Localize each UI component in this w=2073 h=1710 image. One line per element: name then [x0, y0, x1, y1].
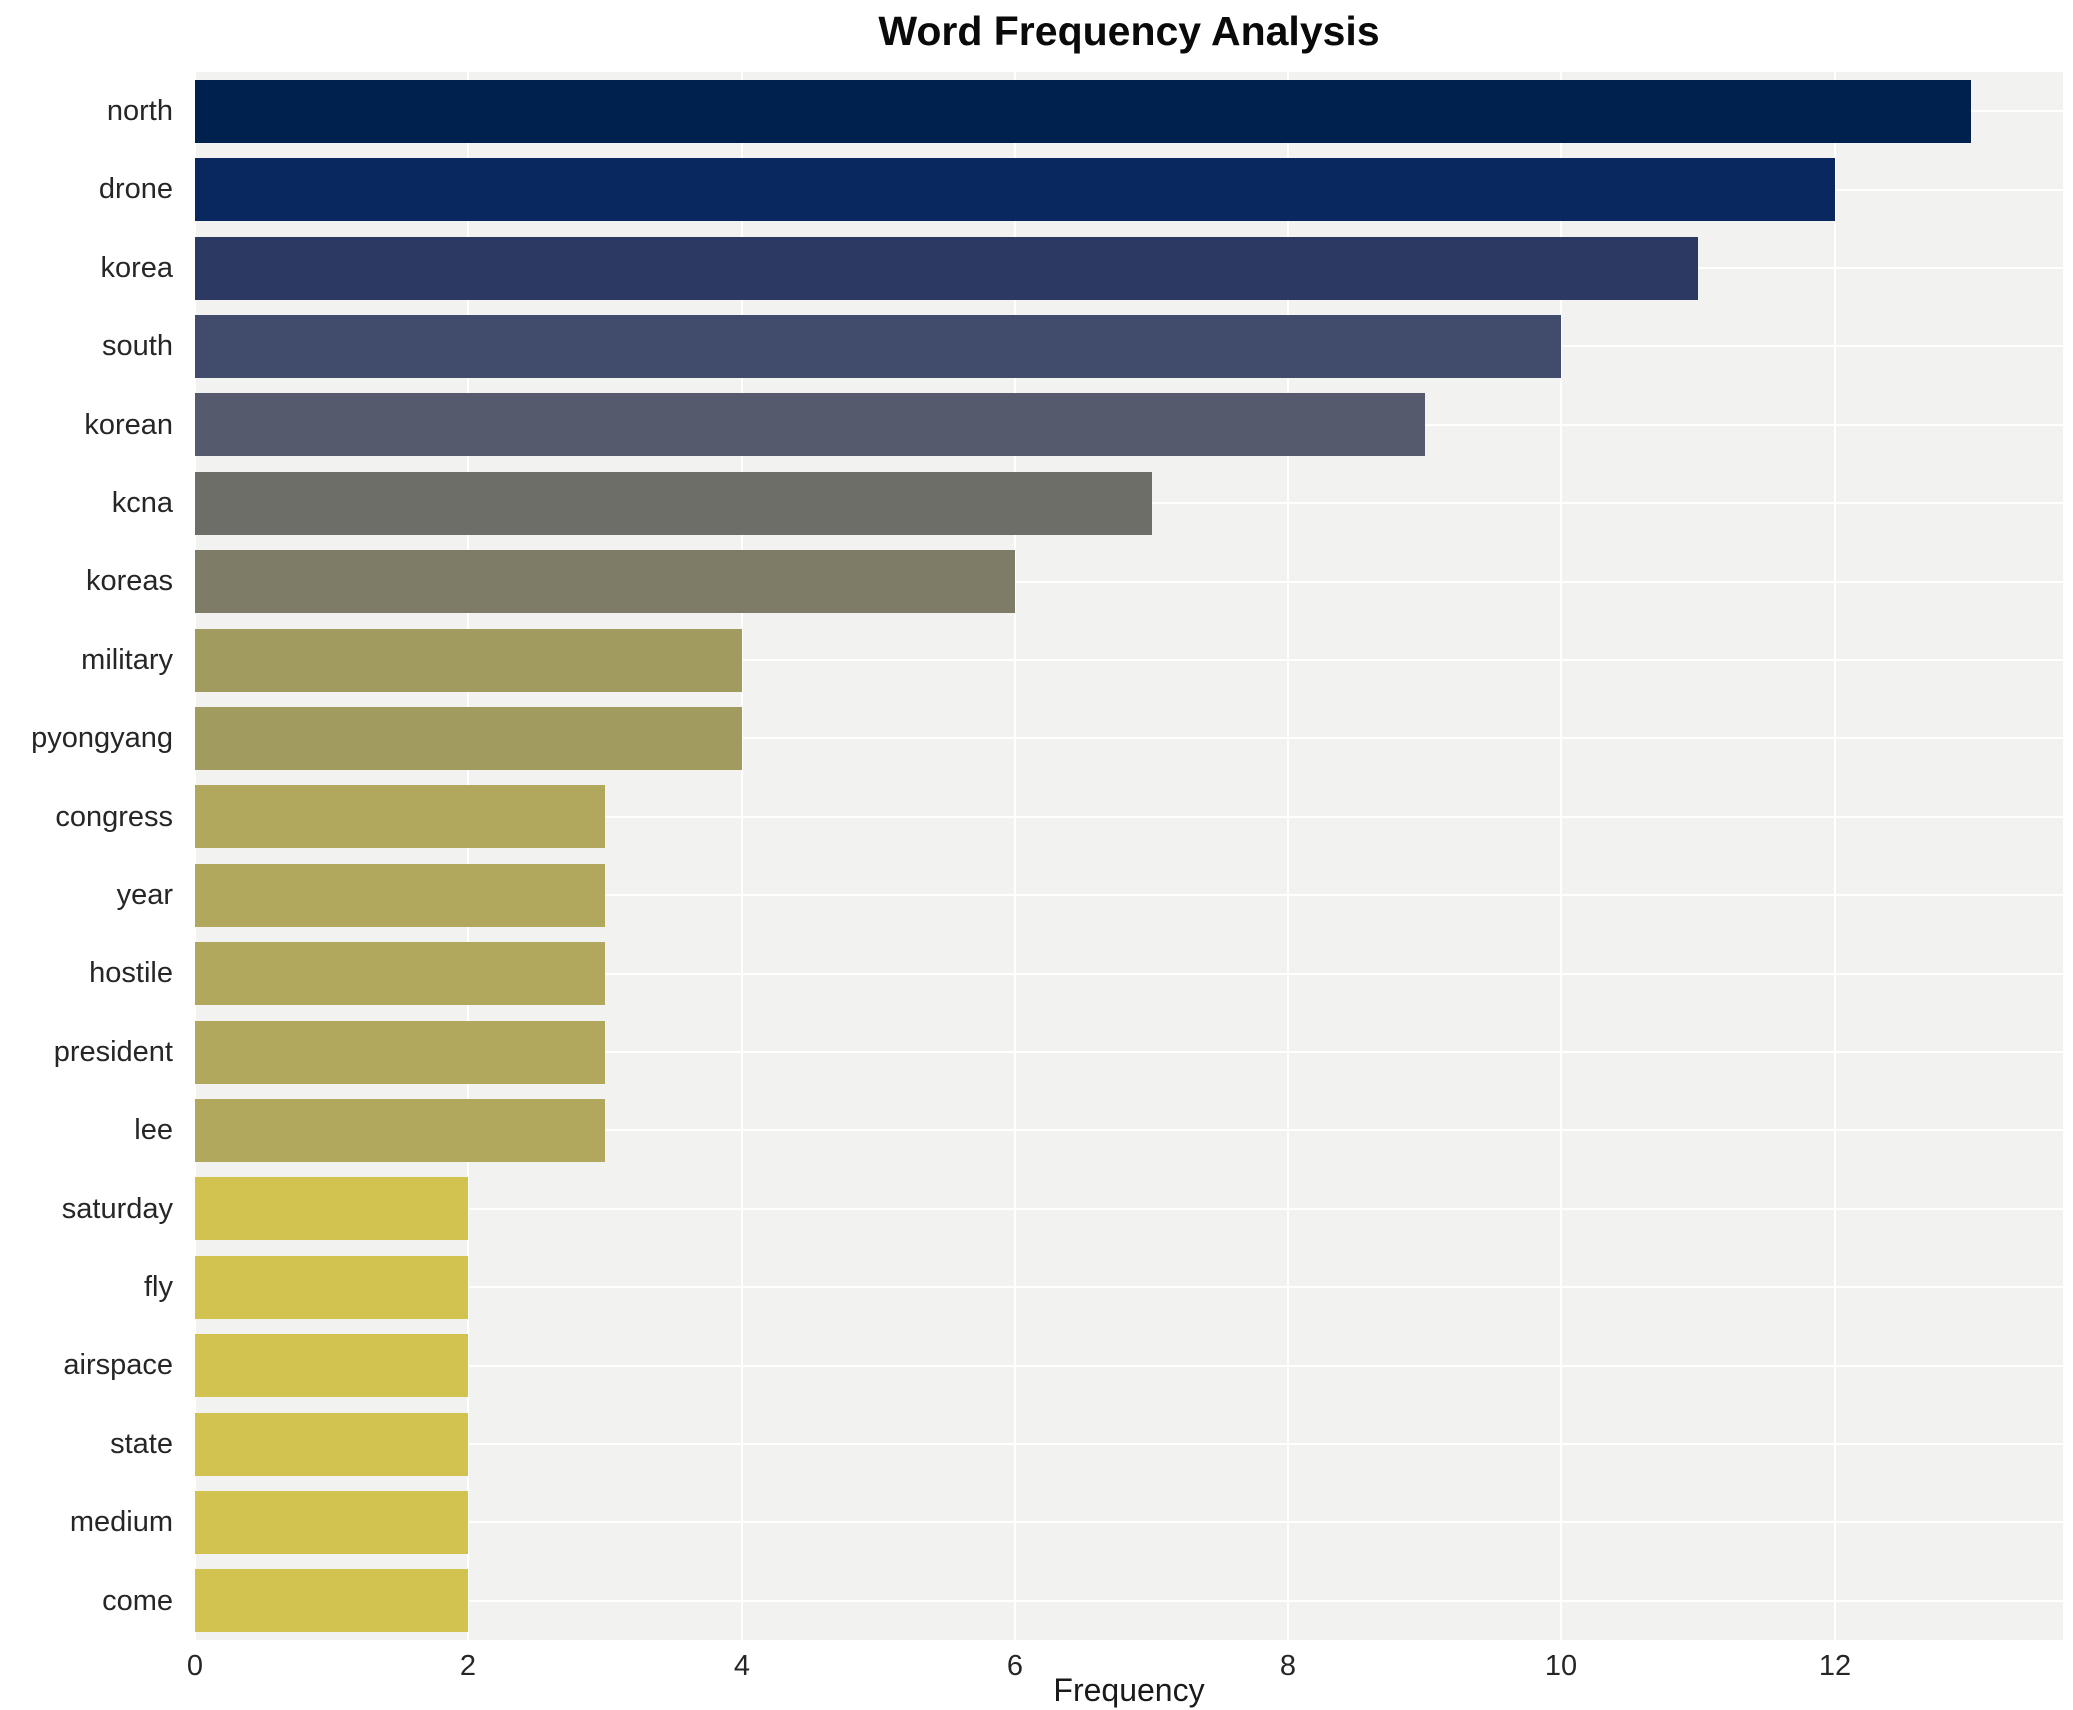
plot-area: [194, 72, 2063, 1640]
y-label-come: come: [102, 1585, 173, 1617]
y-label-president: president: [53, 1036, 173, 1068]
y-label-north: north: [106, 95, 173, 127]
y-axis-labels: north drone korea south korean kcna koreas mili…: [0, 72, 185, 1640]
chart-title: Word Frequency Analysis: [878, 8, 1380, 54]
gridline-y-military: [195, 659, 2063, 661]
bar-korean: [195, 393, 1425, 456]
gridline-y-pyongyang: [195, 737, 2063, 739]
bar-congress: [195, 785, 605, 848]
x-tick-label-0: 0: [186, 1650, 204, 1682]
bar-lee: [195, 1099, 605, 1162]
gridline-y-year: [195, 894, 2063, 896]
gridline-y-state: [195, 1443, 2063, 1445]
gridline-y-medium: [195, 1521, 2063, 1523]
y-label-saturday: saturday: [61, 1193, 173, 1225]
gridline-y-saturday: [195, 1208, 2063, 1210]
bar-president: [195, 1021, 605, 1084]
x-axis-label: Frequency: [1053, 1672, 1205, 1708]
x-tick-label-8: 8: [1279, 1650, 1297, 1682]
y-label-korean: korean: [84, 409, 173, 441]
gridline-x-8: [1287, 72, 1290, 1640]
gridline-y-congress: [195, 816, 2063, 818]
y-label-hostile: hostile: [89, 957, 173, 989]
y-label-lee: lee: [134, 1114, 173, 1146]
bar-state: [195, 1413, 468, 1476]
x-tick-label-6: 6: [1006, 1650, 1024, 1682]
y-label-kcna: kcna: [111, 487, 173, 519]
bar-north: [195, 80, 1971, 143]
x-tick-label-12: 12: [1818, 1650, 1852, 1682]
bar-korea: [195, 237, 1698, 300]
y-label-south: south: [102, 330, 173, 362]
gridline-y-come: [195, 1600, 2063, 1602]
gridline-y-hostile: [195, 973, 2063, 975]
gridline-x-0: [194, 72, 196, 1640]
bar-pyongyang: [195, 707, 742, 770]
gridline-y-airspace: [195, 1365, 2063, 1367]
x-tick-label-4: 4: [733, 1650, 751, 1682]
y-label-pyongyang: pyongyang: [31, 722, 173, 754]
bar-drone: [195, 158, 1835, 221]
bar-saturday: [195, 1177, 468, 1240]
bar-hostile: [195, 942, 605, 1005]
y-label-drone: drone: [98, 173, 173, 205]
gridline-y-fly: [195, 1286, 2063, 1288]
bar-kcna: [195, 472, 1152, 535]
y-label-congress: congress: [55, 801, 173, 833]
y-label-korea: korea: [100, 252, 173, 284]
gridline-x-4: [740, 72, 743, 1640]
y-label-fly: fly: [144, 1271, 173, 1303]
x-tick-label-2: 2: [459, 1650, 477, 1682]
bar-south: [195, 315, 1561, 378]
bar-medium: [195, 1491, 468, 1554]
y-label-airspace: airspace: [63, 1349, 173, 1381]
bar-fly: [195, 1256, 468, 1319]
gridline-y-lee: [195, 1129, 2063, 1131]
x-tick-label-10: 10: [1544, 1650, 1578, 1682]
bar-come: [195, 1569, 468, 1632]
bar-koreas: [195, 550, 1015, 613]
gridline-y-president: [195, 1051, 2063, 1053]
gridline-x-12: [1833, 72, 1836, 1640]
gridline-x-10: [1560, 72, 1563, 1640]
gridline-x-6: [1013, 72, 1016, 1640]
bar-military: [195, 629, 742, 692]
y-label-military: military: [81, 644, 173, 676]
y-label-medium: medium: [69, 1506, 173, 1538]
y-label-koreas: koreas: [85, 565, 173, 597]
bar-airspace: [195, 1334, 468, 1397]
gridline-y-koreas: [195, 581, 2063, 583]
gridline-x-2: [467, 72, 470, 1640]
x-axis-ticks: 0 2 4 6 8 10 12: [0, 1650, 2073, 1690]
y-label-year: year: [116, 879, 173, 911]
bar-year: [195, 864, 605, 927]
y-label-state: state: [110, 1428, 173, 1460]
